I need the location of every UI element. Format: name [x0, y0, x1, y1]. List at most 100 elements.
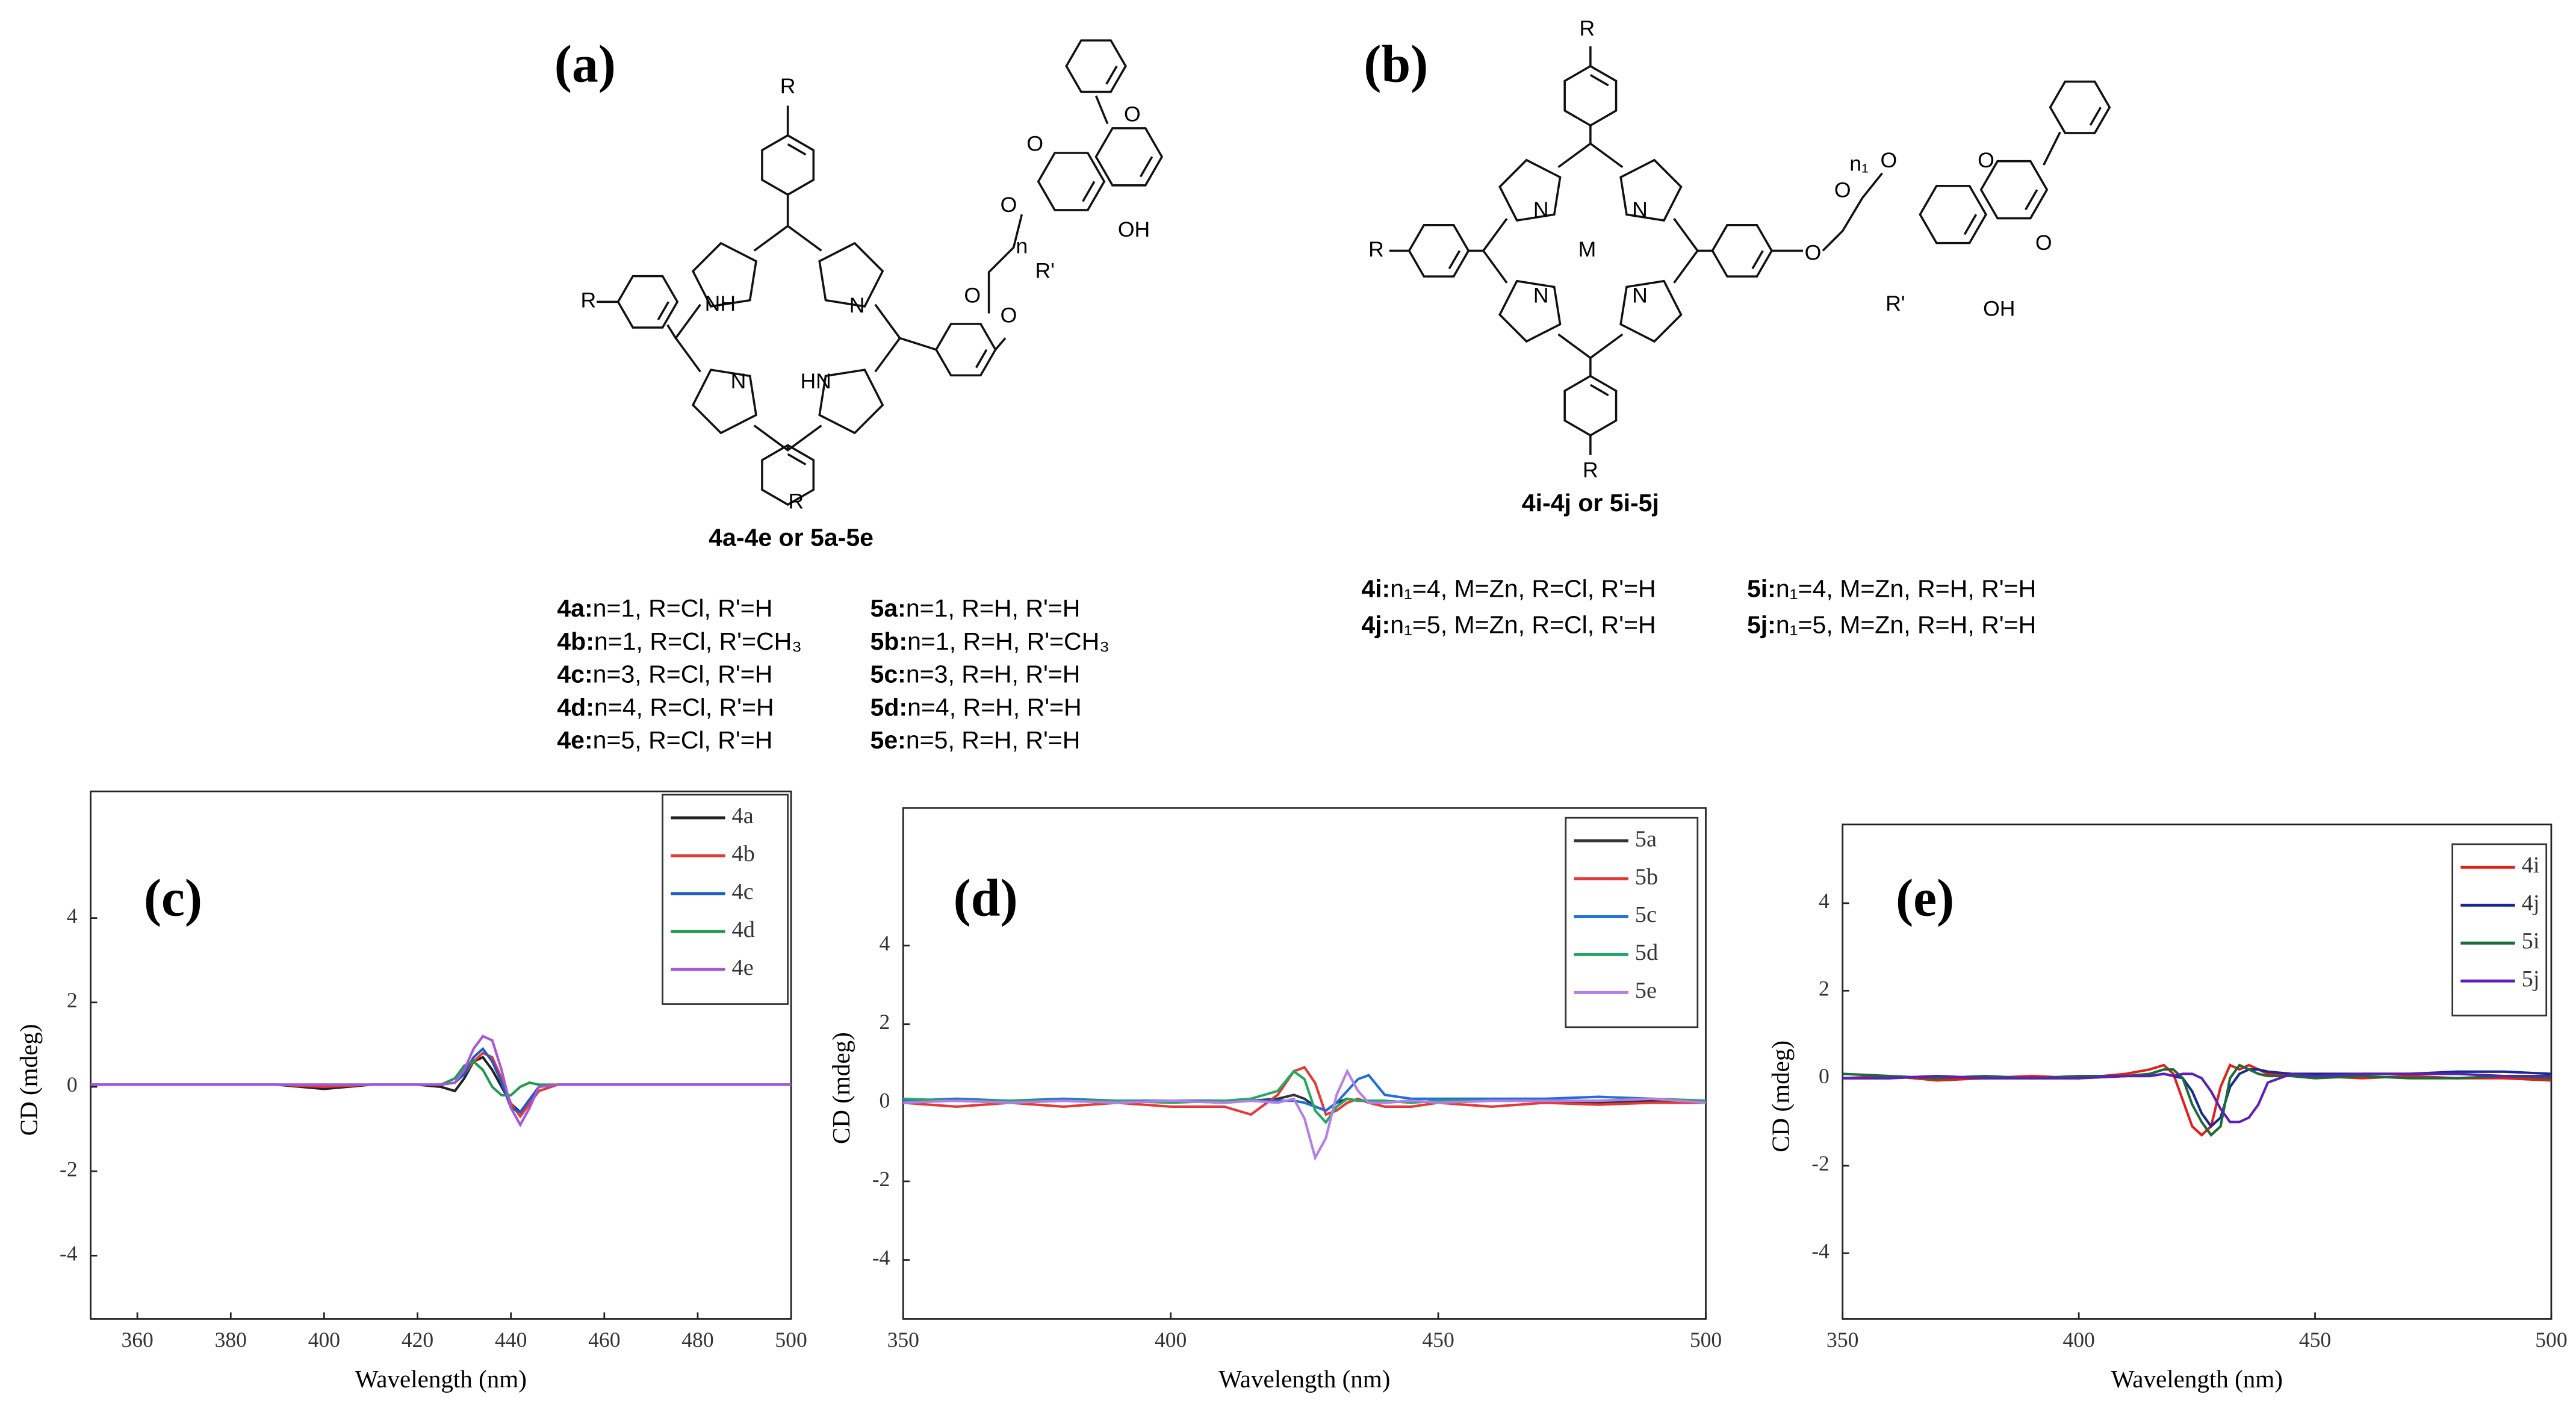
y-tick-label: -2 — [60, 1157, 78, 1181]
x-tick-label: 400 — [2062, 1328, 2094, 1352]
bond — [1065, 39, 1127, 93]
bond — [874, 303, 901, 373]
compound-desc: n=3, R=Cl, R'=H — [593, 661, 773, 688]
x-tick-label: 360 — [121, 1328, 153, 1352]
legend-label: 4d — [732, 917, 755, 942]
bond — [1822, 172, 1883, 252]
compound-id: 4i: — [1361, 574, 1390, 602]
bond — [691, 241, 757, 308]
bond — [787, 143, 807, 156]
compound-desc: n=5, R=H, R'=H — [906, 726, 1081, 754]
compound-id: 4a: — [557, 594, 592, 622]
compound-desc: n₁=4, M=Zn, R=Cl, R'=H — [1390, 574, 1656, 602]
atom-label: R' — [1885, 291, 1905, 316]
x-tick-label: 440 — [495, 1328, 527, 1352]
y-tick-label: -2 — [1811, 1151, 1830, 1175]
x-tick-label: 450 — [1422, 1328, 1454, 1352]
legend-label: 5e — [1635, 978, 1657, 1003]
plot-frame — [90, 791, 792, 1320]
compound-definition: 5a:n=1, R=H, R'=H — [870, 594, 1080, 622]
bond — [657, 301, 669, 321]
atom-label: N — [1632, 197, 1648, 222]
atom-label: N — [1533, 197, 1549, 222]
bond — [899, 337, 937, 351]
bond — [1082, 181, 1096, 202]
atom-label: O — [1834, 178, 1851, 202]
bond — [975, 349, 988, 368]
compound-desc: n₁=5, M=Zn, R=Cl, R'=H — [1390, 611, 1656, 638]
compound-id: 4c: — [557, 661, 592, 688]
compound-definition: 4a:n=1, R=Cl, R'=H — [557, 594, 772, 622]
panel-label: (a) — [554, 34, 616, 93]
compound-definition: 5b:n=1, R=H, R'=CH₃ — [870, 627, 1110, 655]
legend-label: 4j — [2522, 891, 2540, 916]
atom-label: OH — [1983, 296, 2015, 320]
legend-label: 4a — [732, 803, 754, 829]
compound-id: 5d: — [870, 693, 907, 721]
bond — [1498, 158, 1562, 222]
atom-label: M — [1578, 237, 1597, 261]
y-tick-label: 2 — [67, 988, 78, 1012]
legend-label: 5d — [1635, 940, 1658, 965]
x-tick-label: 400 — [1155, 1328, 1187, 1352]
bond — [2025, 189, 2038, 211]
x-axis-label: Wavelength (nm) — [355, 1365, 527, 1393]
cd-curve — [903, 1068, 1706, 1161]
atom-label: NH — [705, 291, 736, 316]
bond — [2043, 131, 2061, 166]
bond — [987, 214, 1023, 314]
atom-label: R — [780, 74, 796, 98]
legend-label: 4i — [2522, 853, 2540, 878]
compound-desc: n=1, R=Cl, R'=H — [593, 594, 773, 622]
atom-label: n₁ — [1849, 151, 1869, 175]
y-tick-label: 0 — [880, 1089, 890, 1113]
bond — [818, 368, 884, 435]
bond — [2049, 80, 2111, 134]
y-tick-label: -4 — [872, 1246, 890, 1270]
cd-curve — [90, 1034, 792, 1128]
cd-curve — [90, 1046, 792, 1114]
legend-label: 4e — [732, 955, 754, 980]
atom-label: R — [788, 490, 804, 514]
y-tick-label: 2 — [880, 1010, 890, 1034]
atom-label: O — [964, 283, 981, 307]
bond — [2089, 107, 2102, 126]
bond — [691, 368, 757, 435]
x-tick-label: 500 — [1690, 1328, 1722, 1352]
atom-label: N — [731, 369, 746, 393]
legend-label: 4c — [732, 879, 754, 904]
compound-desc: n=5, R=Cl, R'=H — [593, 726, 773, 754]
atom-label: N — [1533, 283, 1549, 307]
compound-desc: n=1, R=Cl, R'=CH₃ — [594, 627, 802, 655]
atom-label: R — [1580, 16, 1595, 40]
atom-label: O — [1881, 148, 1898, 172]
legend-box — [662, 794, 789, 1005]
bond — [666, 324, 677, 339]
compound-definition: 4j:n₁=5, M=Zn, R=Cl, R'=H — [1361, 611, 1656, 638]
compound-definition: 5e:n=5, R=H, R'=H — [870, 726, 1080, 754]
y-tick-label: -2 — [872, 1167, 890, 1191]
legend-box — [1565, 816, 1699, 1028]
panel-label: (d) — [954, 869, 1018, 927]
bond — [1557, 333, 1624, 359]
bond — [1589, 384, 1609, 397]
compound-definition: 5i:n₁=4, M=Zn, R=H, R'=H — [1747, 574, 2036, 602]
bond — [818, 241, 884, 308]
atom-label: R — [1368, 237, 1384, 261]
compound-desc: n=3, R=H, R'=H — [906, 661, 1081, 688]
structure-caption: 4i-4j or 5i-5j — [1522, 489, 1659, 517]
structure-caption: 4a-4e or 5a-5e — [709, 523, 874, 551]
compound-definition: 4i:n₁=4, M=Zn, R=Cl, R'=H — [1361, 574, 1656, 602]
atom-label: O — [1001, 303, 1017, 327]
compound-definition: 4b:n=1, R=Cl, R'=CH₃ — [557, 627, 802, 655]
legend-label: 5c — [1635, 902, 1657, 927]
cd-curve — [90, 1060, 792, 1097]
bond — [1919, 184, 1987, 244]
compound-desc: n=4, R=Cl, R'=H — [594, 693, 774, 721]
x-tick-label: 500 — [775, 1328, 807, 1352]
atom-label: O — [1805, 240, 1822, 264]
legend-box — [2451, 843, 2548, 1017]
atom-label: OH — [1118, 217, 1150, 241]
bond — [674, 303, 701, 373]
x-tick-label: 350 — [1826, 1328, 1858, 1352]
